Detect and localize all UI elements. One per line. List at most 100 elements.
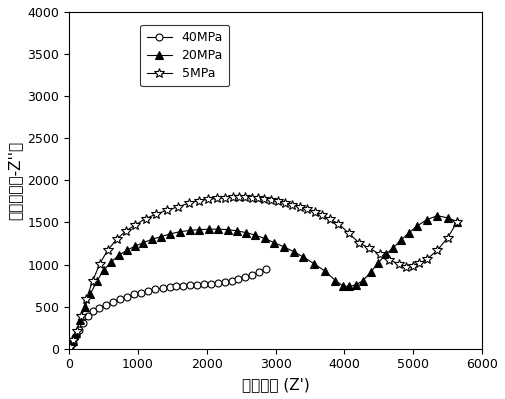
5MPa [402,264,409,269]
40MPa [222,280,228,284]
20MPa [322,269,328,274]
5MPa [377,252,383,257]
20MPa [206,227,212,231]
40MPa [76,328,82,333]
5MPa [83,297,89,302]
5MPa [296,205,302,209]
5MPa [327,217,333,221]
5MPa [78,314,84,318]
20MPa [375,261,381,265]
5MPa [312,210,318,215]
20MPa [290,249,296,254]
5MPa [164,208,170,213]
20MPa [445,215,451,220]
40MPa [72,335,78,340]
5MPa [335,221,341,226]
5MPa [70,338,76,343]
20MPa [116,253,122,258]
20MPa [87,292,93,296]
5MPa [275,199,281,204]
20MPa [332,278,338,283]
40MPa [117,297,123,302]
5MPa [89,279,95,284]
40MPa [138,290,144,295]
5MPa [248,195,255,200]
40MPa [124,294,130,299]
5MPa [304,207,310,212]
20MPa [252,233,258,237]
5MPa [132,223,138,227]
20MPa [186,228,192,233]
40MPa [68,345,74,350]
20MPa [340,284,346,288]
20MPa [68,345,74,350]
20MPa [454,219,461,224]
5MPa [281,201,287,205]
20MPa [77,318,83,322]
40MPa [85,314,91,318]
5MPa [396,262,402,267]
5MPa [214,196,220,201]
20MPa [406,230,412,235]
40MPa [249,272,255,277]
20MPa [383,252,389,257]
20MPa [177,229,183,234]
5MPa [68,345,74,350]
20MPa [124,248,130,253]
40MPa [103,302,109,307]
40MPa [263,267,269,271]
20MPa [196,227,202,232]
40MPa [110,299,116,304]
20MPa [148,237,155,242]
5MPa [445,235,451,240]
5MPa [123,229,129,234]
20MPa [100,268,107,273]
5MPa [175,205,181,209]
20MPa [234,229,240,233]
20MPa [158,234,164,239]
5MPa [261,197,267,201]
20MPa [281,245,287,249]
40MPa [229,278,235,283]
5MPa [366,246,372,251]
20MPa [108,260,114,265]
40MPa [144,289,150,294]
20MPa [243,230,249,235]
20MPa [368,270,374,275]
40MPa [131,292,137,297]
40MPa [208,281,214,286]
5MPa [96,261,103,266]
40MPa [187,283,193,288]
Y-axis label: 阻抗虚部（-Z''）: 阻抗虚部（-Z''） [7,141,22,220]
5MPa [153,211,159,216]
5MPa [222,196,228,200]
20MPa [398,238,404,243]
5MPa [142,216,148,221]
40MPa [256,270,262,275]
40MPa [160,286,166,290]
5MPa [230,195,236,200]
5MPa [196,198,202,203]
5MPa [205,197,211,202]
5MPa [424,257,430,261]
5MPa [74,328,80,333]
5MPa [186,201,192,205]
Line: 40MPa: 40MPa [67,265,270,351]
20MPa [360,278,366,283]
5MPa [236,195,242,200]
5MPa [289,202,295,207]
20MPa [167,231,173,236]
40MPa [80,320,86,325]
5MPa [434,248,440,253]
5MPa [268,198,274,203]
20MPa [262,236,268,241]
20MPa [415,223,421,228]
40MPa [173,284,179,289]
5MPa [410,263,416,268]
20MPa [82,304,88,309]
5MPa [242,195,248,200]
40MPa [167,285,173,290]
20MPa [216,227,222,231]
5MPa [356,240,362,245]
20MPa [93,279,99,284]
